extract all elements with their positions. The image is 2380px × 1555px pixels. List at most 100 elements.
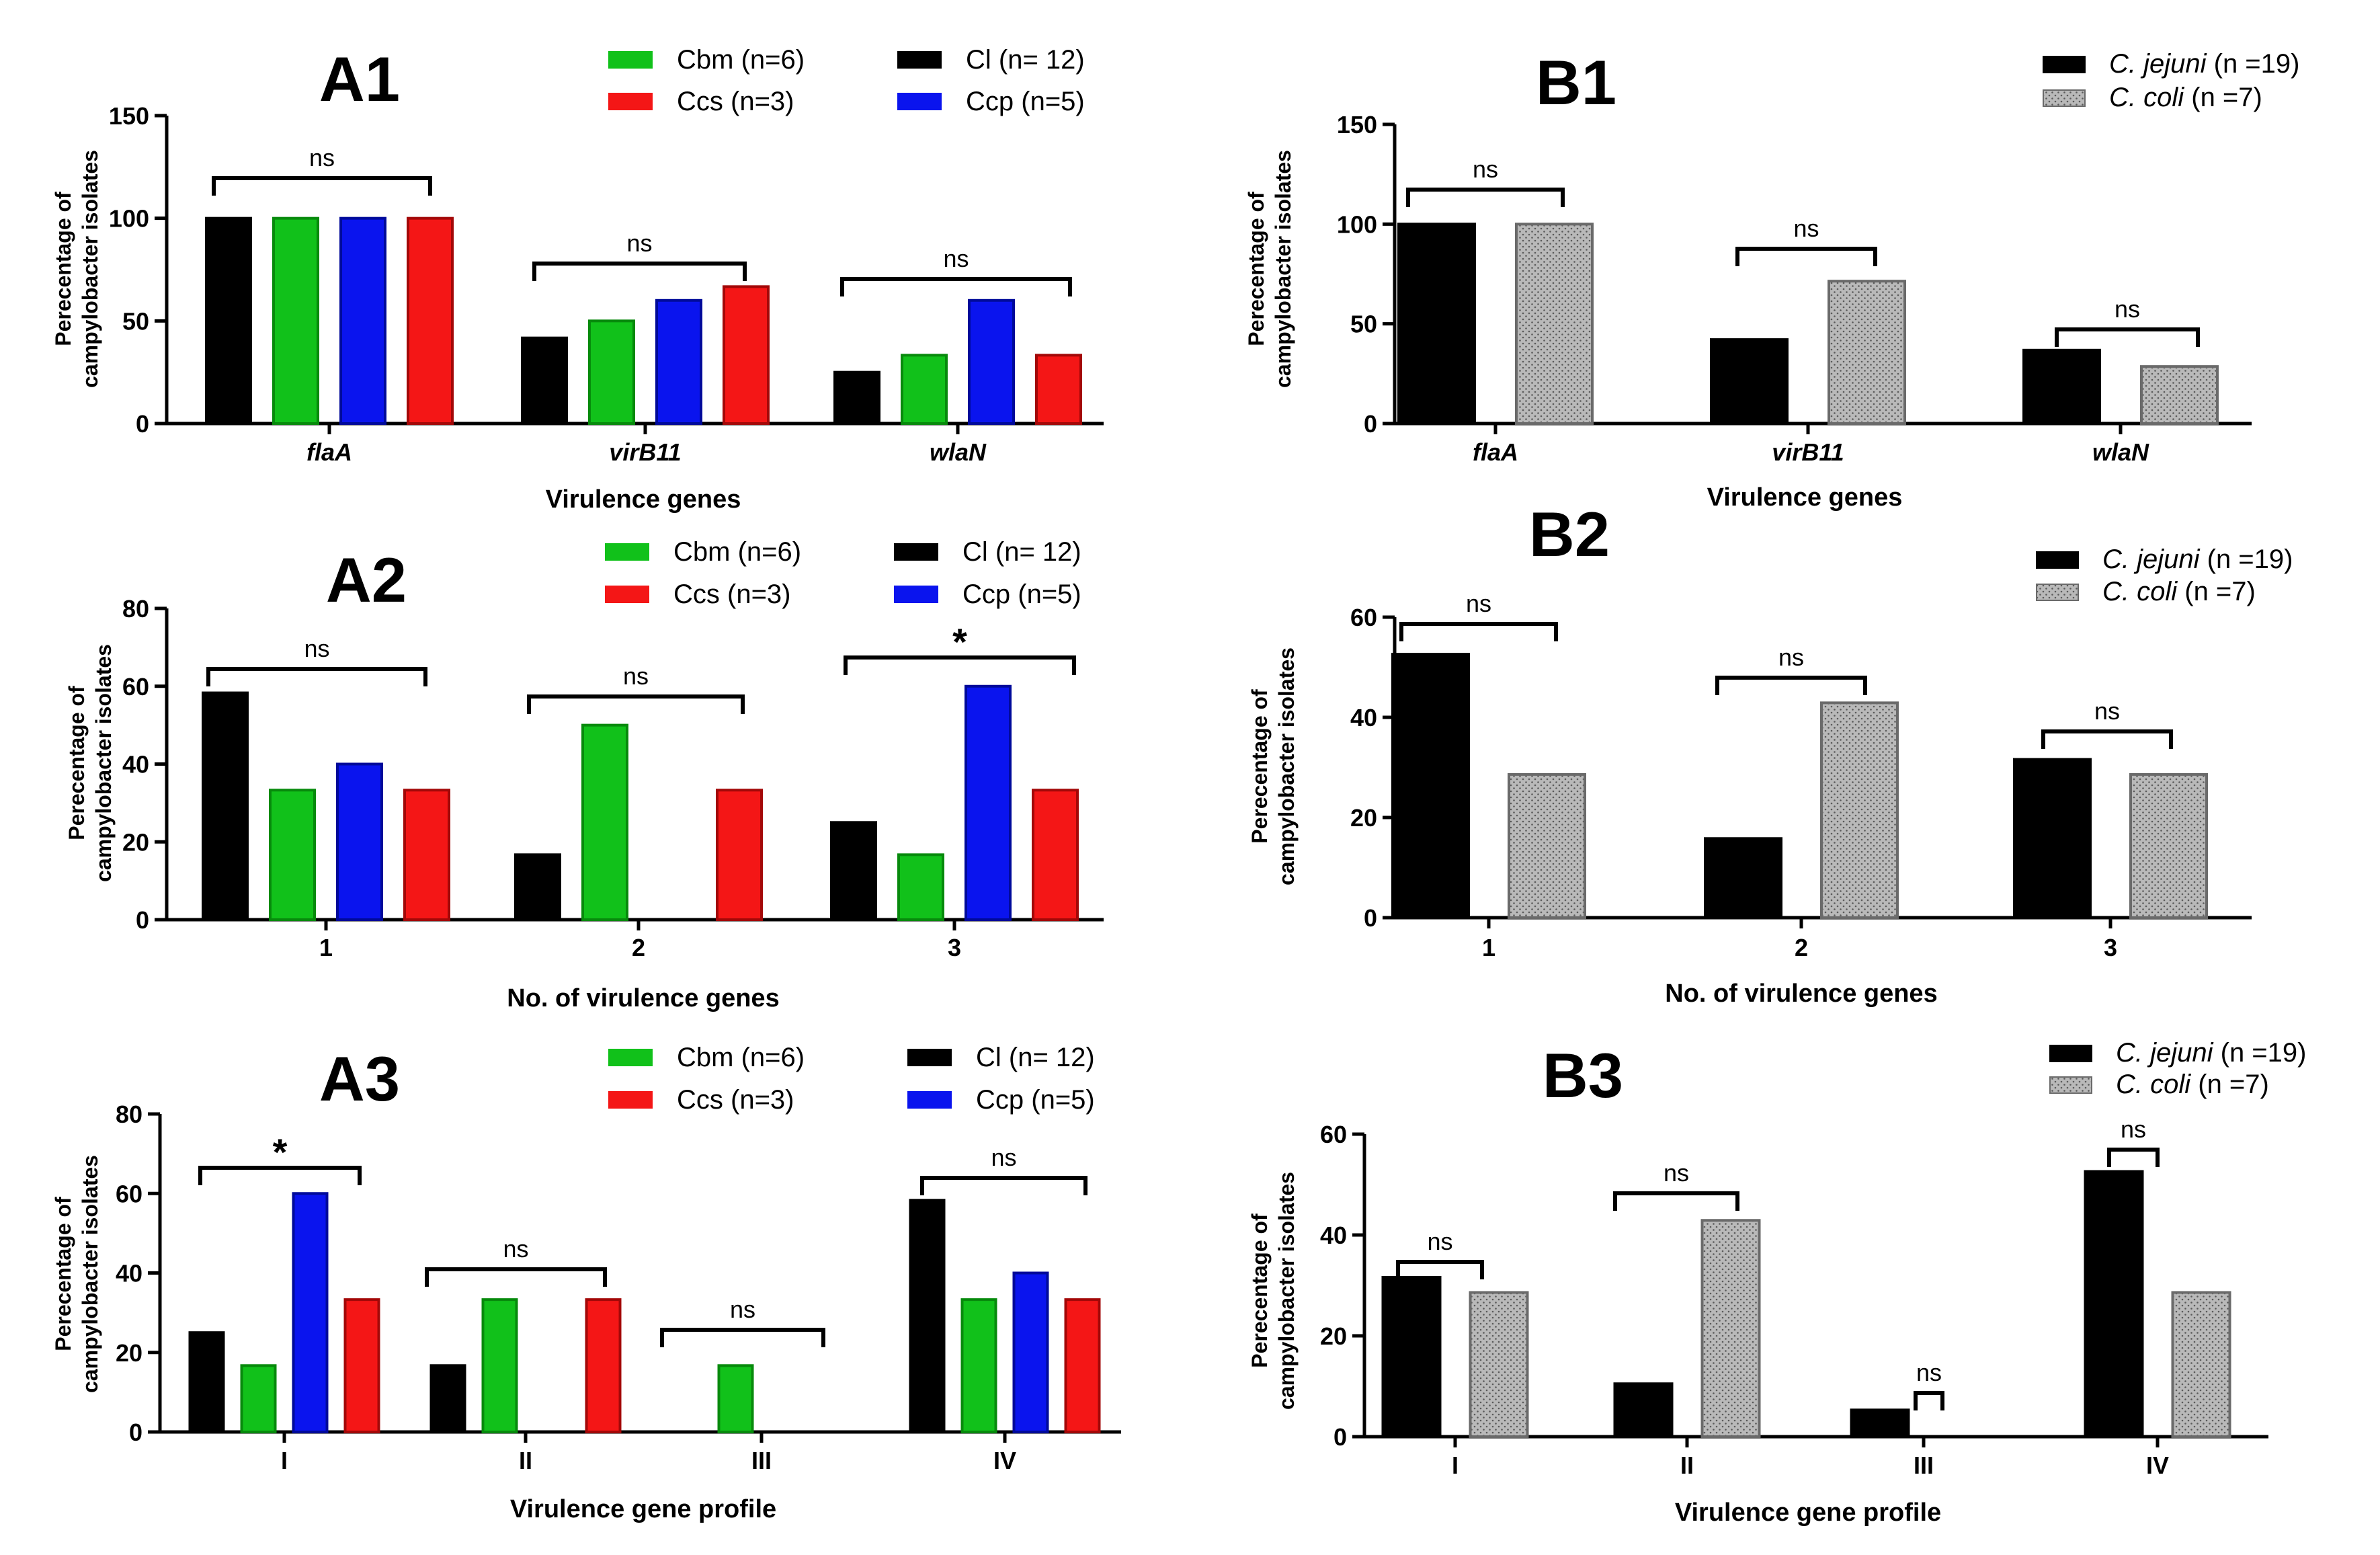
panel-title: B3 (1543, 1040, 1623, 1111)
legend-swatch-cc (2036, 584, 2079, 601)
bar-cl-1 (202, 691, 249, 921)
bar-cl-virb11 (521, 336, 568, 425)
y-axis-label-line: Perecentage of (1247, 689, 1272, 844)
x-axis-label: Virulence gene profile (1675, 1499, 1941, 1527)
bar-ccs-1 (403, 789, 450, 921)
y-tick-label: 40 (1320, 1222, 1347, 1249)
y-axis-label-line: campylobacter isolates (1271, 150, 1295, 388)
x-axis-label: No. of virulence genes (507, 984, 779, 1012)
bar-cj-2 (1704, 837, 1782, 920)
bar-cl-iv (909, 1199, 946, 1434)
bar-cj-wlan (2022, 348, 2101, 425)
significance-label: ns (2115, 295, 2140, 323)
significance-bracket (1396, 1260, 1484, 1279)
y-axis-label: Perecentage of campylobacter isolates (51, 150, 102, 388)
x-tick-label: 3 (948, 934, 961, 961)
significance-bracket (660, 1328, 825, 1347)
bar-cc-iv (2171, 1291, 2231, 1438)
x-axis-label: No. of virulence genes (1665, 980, 1937, 1008)
significance-bracket (212, 176, 432, 196)
bar-ccp-iv (1012, 1271, 1049, 1433)
legend-label: Ccp (n=5) (962, 580, 1081, 609)
significance-label: ns (309, 144, 335, 171)
legend-label: Cbm (n=6) (677, 45, 805, 75)
bar-cj-iv (2084, 1170, 2144, 1438)
y-axis-label-line: Perecentage of (1244, 192, 1268, 346)
significance-label: ns (1427, 1228, 1452, 1255)
significance-bracket (527, 694, 745, 714)
significance-label: ns (2094, 697, 2120, 725)
bar-ccs-virb11 (723, 285, 770, 425)
legend-label: Cl (n= 12) (966, 45, 1085, 75)
y-tick-label: 150 (109, 102, 149, 130)
legend-swatch-cj (2043, 56, 2086, 73)
legend: C. jejuni (n =19)C. coli (n =7) (2043, 49, 2299, 112)
legend-swatch-cl (897, 51, 942, 69)
y-tick-label: 60 (116, 1180, 142, 1207)
legend: Cbm (n=6) Cl (n= 12) Ccs (n=3) Ccp (n=5) (605, 537, 1081, 609)
significance-bracket (1399, 622, 1558, 641)
bar-cj-i (1381, 1276, 1442, 1438)
bar-cc-ii (1700, 1219, 1761, 1438)
significance-bracket (2055, 327, 2200, 347)
bar-cc-flaa (1515, 223, 1594, 425)
bar-cc-3 (2129, 772, 2208, 920)
y-tick-label: 100 (1337, 210, 1377, 238)
significance-bracket (840, 277, 1072, 296)
x-axis-label: Virulence genes (546, 485, 741, 514)
significance-label: ns (626, 229, 652, 257)
bar-cl-flaa (205, 216, 252, 425)
significance-label: ns (1473, 155, 1498, 183)
significance-bracket (2041, 729, 2173, 749)
legend-species: C. jejuni (2102, 545, 2201, 574)
significance-label: * (273, 1131, 288, 1173)
y-tick-label: 0 (136, 906, 149, 934)
legend-label: Ccs (n=3) (677, 1085, 794, 1115)
bar-ccs-ii (585, 1298, 622, 1434)
bar-ccs-i (343, 1298, 380, 1434)
bar-ccp-wlan (968, 298, 1015, 425)
y-axis-label-line: campylobacter isolates (1274, 1172, 1299, 1410)
bar-cj-virb11 (1710, 338, 1789, 425)
y-tick-label: 40 (122, 751, 149, 779)
legend-swatch-ccp (907, 1091, 952, 1109)
panel-title: A2 (326, 545, 407, 615)
y-tick-label: 150 (1337, 111, 1377, 138)
legend-species: C. coli (2109, 83, 2184, 112)
y-tick-label: 40 (116, 1260, 142, 1287)
legend-label: Ccp (n=5) (966, 87, 1085, 116)
x-tick-label: II (519, 1447, 532, 1474)
legend: C. jejuni (n =19)C. coli (n =7) (2036, 545, 2293, 606)
x-tick-label: flaA (306, 438, 352, 466)
bar-ccp-1 (336, 762, 383, 921)
x-tick-label: 1 (1482, 934, 1495, 961)
significance-label: ns (943, 245, 969, 272)
legend: C. jejuni (n =19)C. coli (n =7) (2049, 1038, 2306, 1099)
y-axis-label-line: campylobacter isolates (1274, 647, 1299, 885)
y-tick-label: 0 (1364, 904, 1377, 932)
bar-cbm-3 (897, 853, 944, 922)
x-tick-label: 2 (632, 934, 645, 961)
bar-cbm-flaa (272, 216, 319, 425)
bar-ccs-2 (716, 789, 763, 921)
significance-label: ns (503, 1235, 528, 1263)
x-tick-label: III (751, 1447, 772, 1474)
legend-label: Ccs (n=3) (673, 580, 791, 609)
chart-panel-b2: B2 0 20 40 60 Perecentage of campylobacter iso… (1247, 499, 2293, 1008)
significance-label: ns (991, 1144, 1016, 1171)
legend-count: (n =19) (2207, 49, 2300, 79)
significance-bracket (1406, 188, 1565, 207)
legend-label: C. coli (n =7) (2116, 1070, 2269, 1099)
bar-ccp-3 (965, 684, 1012, 921)
legend-swatch-cbm (608, 51, 653, 69)
chart-panel-b3: B3 0 20 40 60 Perecentage of campylobacter iso… (1247, 1038, 2306, 1527)
legend-swatch-cl (894, 543, 938, 561)
y-tick-label: 20 (122, 828, 149, 856)
bar-cl-wlan (833, 370, 880, 426)
legend-species: C. coli (2102, 577, 2178, 606)
significance-label: ns (1466, 590, 1491, 617)
legend-swatch-ccs (608, 93, 653, 110)
bar-cj-flaa (1397, 223, 1476, 425)
y-tick-label: 60 (1350, 604, 1377, 631)
